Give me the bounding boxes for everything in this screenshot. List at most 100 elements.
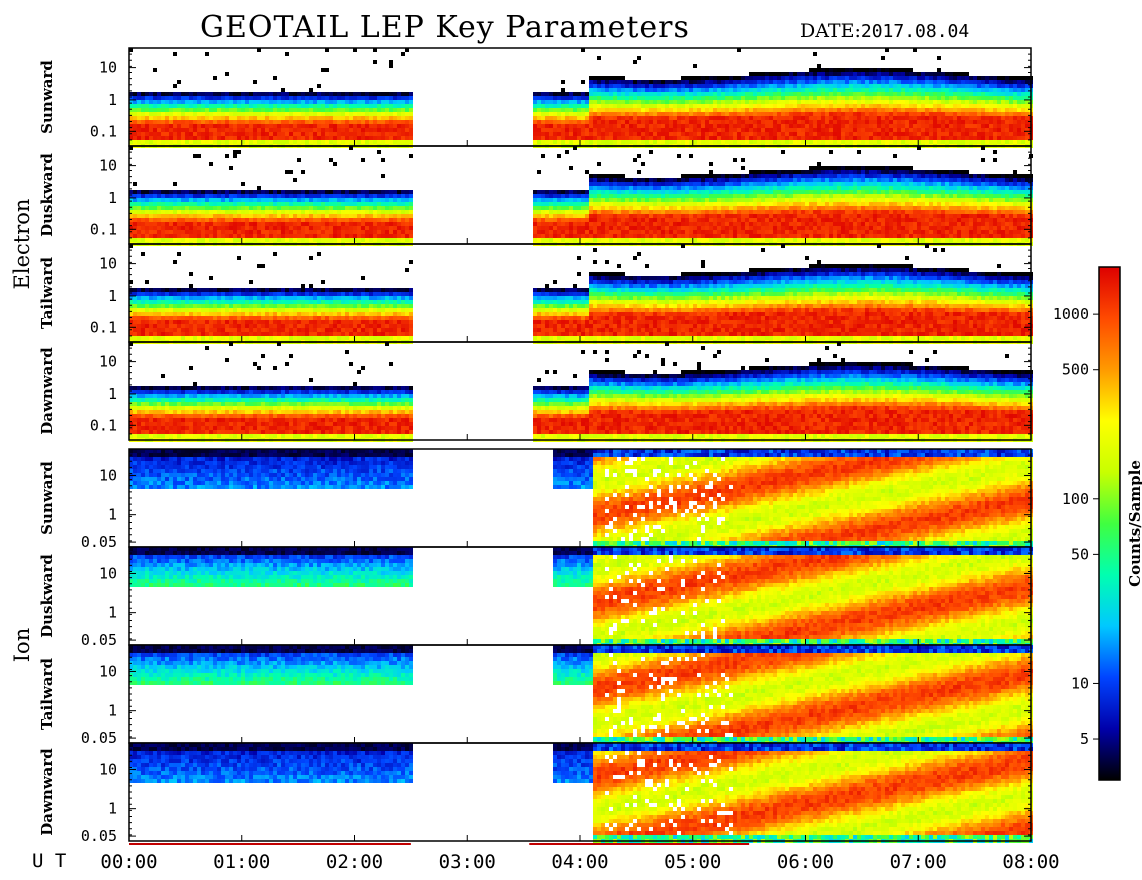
y-tick-label: 1 bbox=[108, 91, 117, 109]
heatmap-cell bbox=[969, 128, 973, 132]
heatmap-cell bbox=[789, 136, 793, 140]
heatmap-cell bbox=[857, 136, 861, 140]
heatmap-cell bbox=[629, 186, 633, 190]
heatmap-cell bbox=[625, 186, 629, 190]
heatmap-cell bbox=[625, 230, 629, 234]
heatmap-cell bbox=[957, 132, 961, 136]
heatmap-cell bbox=[269, 190, 273, 194]
heatmap-cell bbox=[637, 116, 641, 120]
heatmap-cell bbox=[773, 112, 777, 116]
heatmap-cell bbox=[729, 132, 733, 136]
heatmap-cell bbox=[713, 104, 717, 108]
heatmap-cell bbox=[677, 104, 681, 108]
heatmap-cell bbox=[141, 132, 145, 136]
heatmap-cell bbox=[877, 132, 881, 136]
heatmap-cell bbox=[613, 194, 617, 198]
heatmap-cell bbox=[321, 128, 325, 132]
heatmap-cell bbox=[265, 214, 269, 218]
heatmap-cell bbox=[841, 80, 845, 84]
heatmap-cell bbox=[533, 124, 537, 128]
heatmap-cell bbox=[749, 80, 753, 84]
heatmap-cell bbox=[553, 100, 557, 104]
heatmap-cell bbox=[573, 194, 577, 198]
heatmap-cell bbox=[897, 92, 901, 96]
heatmap-cell bbox=[229, 140, 233, 144]
heatmap-cell bbox=[981, 80, 985, 84]
heatmap-cell bbox=[153, 206, 157, 210]
heatmap-cell bbox=[781, 140, 785, 144]
heatmap-cell bbox=[737, 124, 741, 128]
heatmap-cell bbox=[677, 218, 681, 222]
heatmap-cell bbox=[593, 218, 597, 222]
heatmap-cell bbox=[361, 210, 365, 214]
heatmap-cell bbox=[857, 92, 861, 96]
heatmap-cell bbox=[749, 124, 753, 128]
heatmap-cell bbox=[225, 136, 229, 140]
heatmap-cell bbox=[637, 202, 641, 206]
heatmap-cell bbox=[393, 132, 397, 136]
heatmap-cell bbox=[225, 222, 229, 226]
heatmap-cell bbox=[957, 92, 961, 96]
heatmap-cell bbox=[165, 226, 169, 230]
heatmap-cell bbox=[933, 120, 937, 124]
heatmap-cell bbox=[633, 222, 637, 226]
heatmap-cell bbox=[565, 234, 569, 238]
heatmap-cell bbox=[697, 112, 701, 116]
heatmap-cell bbox=[353, 136, 357, 140]
heatmap-cell bbox=[869, 104, 873, 108]
heatmap-cell bbox=[681, 128, 685, 132]
heatmap-cell bbox=[621, 238, 625, 242]
heatmap-cell bbox=[265, 222, 269, 226]
heatmap-cell bbox=[1021, 136, 1025, 140]
heatmap-cell bbox=[141, 120, 145, 124]
heatmap-cell bbox=[693, 120, 697, 124]
heatmap-cell bbox=[261, 222, 265, 226]
heatmap-cell bbox=[773, 80, 777, 84]
heatmap-cell bbox=[861, 128, 865, 132]
heatmap-cell bbox=[361, 120, 365, 124]
heatmap-cell bbox=[289, 218, 293, 222]
heatmap-cell bbox=[577, 206, 581, 210]
heatmap-cell bbox=[281, 230, 285, 234]
heatmap-cell bbox=[177, 112, 181, 116]
heatmap-cell bbox=[165, 100, 169, 104]
heatmap-cell bbox=[665, 96, 669, 100]
heatmap-cell bbox=[837, 100, 841, 104]
heatmap-cell bbox=[617, 104, 621, 108]
heatmap-cell bbox=[997, 96, 1001, 100]
heatmap-cell bbox=[317, 198, 321, 202]
heatmap-cell bbox=[133, 190, 137, 194]
heatmap-cell bbox=[561, 206, 565, 210]
heatmap-cell bbox=[893, 92, 897, 96]
heatmap-cell bbox=[233, 100, 237, 104]
heatmap-cell bbox=[297, 92, 301, 96]
heatmap-cell bbox=[209, 238, 213, 242]
heatmap-cell bbox=[597, 190, 601, 194]
heatmap-cell bbox=[273, 206, 277, 210]
heatmap-cell bbox=[369, 198, 373, 202]
heatmap-cell bbox=[989, 88, 993, 92]
heatmap-cell bbox=[641, 132, 645, 136]
heatmap-cell bbox=[885, 136, 889, 140]
heatmap-cell bbox=[201, 226, 205, 230]
heatmap-cell bbox=[969, 100, 973, 104]
heatmap-cell bbox=[833, 132, 837, 136]
heatmap-cell bbox=[365, 100, 369, 104]
heatmap-cell bbox=[189, 210, 193, 214]
heatmap-cell bbox=[661, 112, 665, 116]
heatmap-cell bbox=[901, 68, 905, 72]
heatmap-cell bbox=[269, 112, 273, 116]
heatmap-cell bbox=[409, 128, 413, 132]
heatmap-cell bbox=[141, 214, 145, 218]
heatmap-cell bbox=[1017, 140, 1021, 144]
heatmap-cell bbox=[257, 206, 261, 210]
heatmap-cell bbox=[613, 100, 617, 104]
heatmap-cell bbox=[621, 88, 625, 92]
heatmap-cell bbox=[821, 136, 825, 140]
y-tick-label: 0.1 bbox=[90, 122, 117, 140]
heatmap-cell bbox=[793, 124, 797, 128]
heatmap-cell bbox=[713, 100, 717, 104]
heatmap-cell bbox=[953, 120, 957, 124]
heatmap-cell bbox=[373, 92, 377, 96]
heatmap-cell bbox=[549, 194, 553, 198]
